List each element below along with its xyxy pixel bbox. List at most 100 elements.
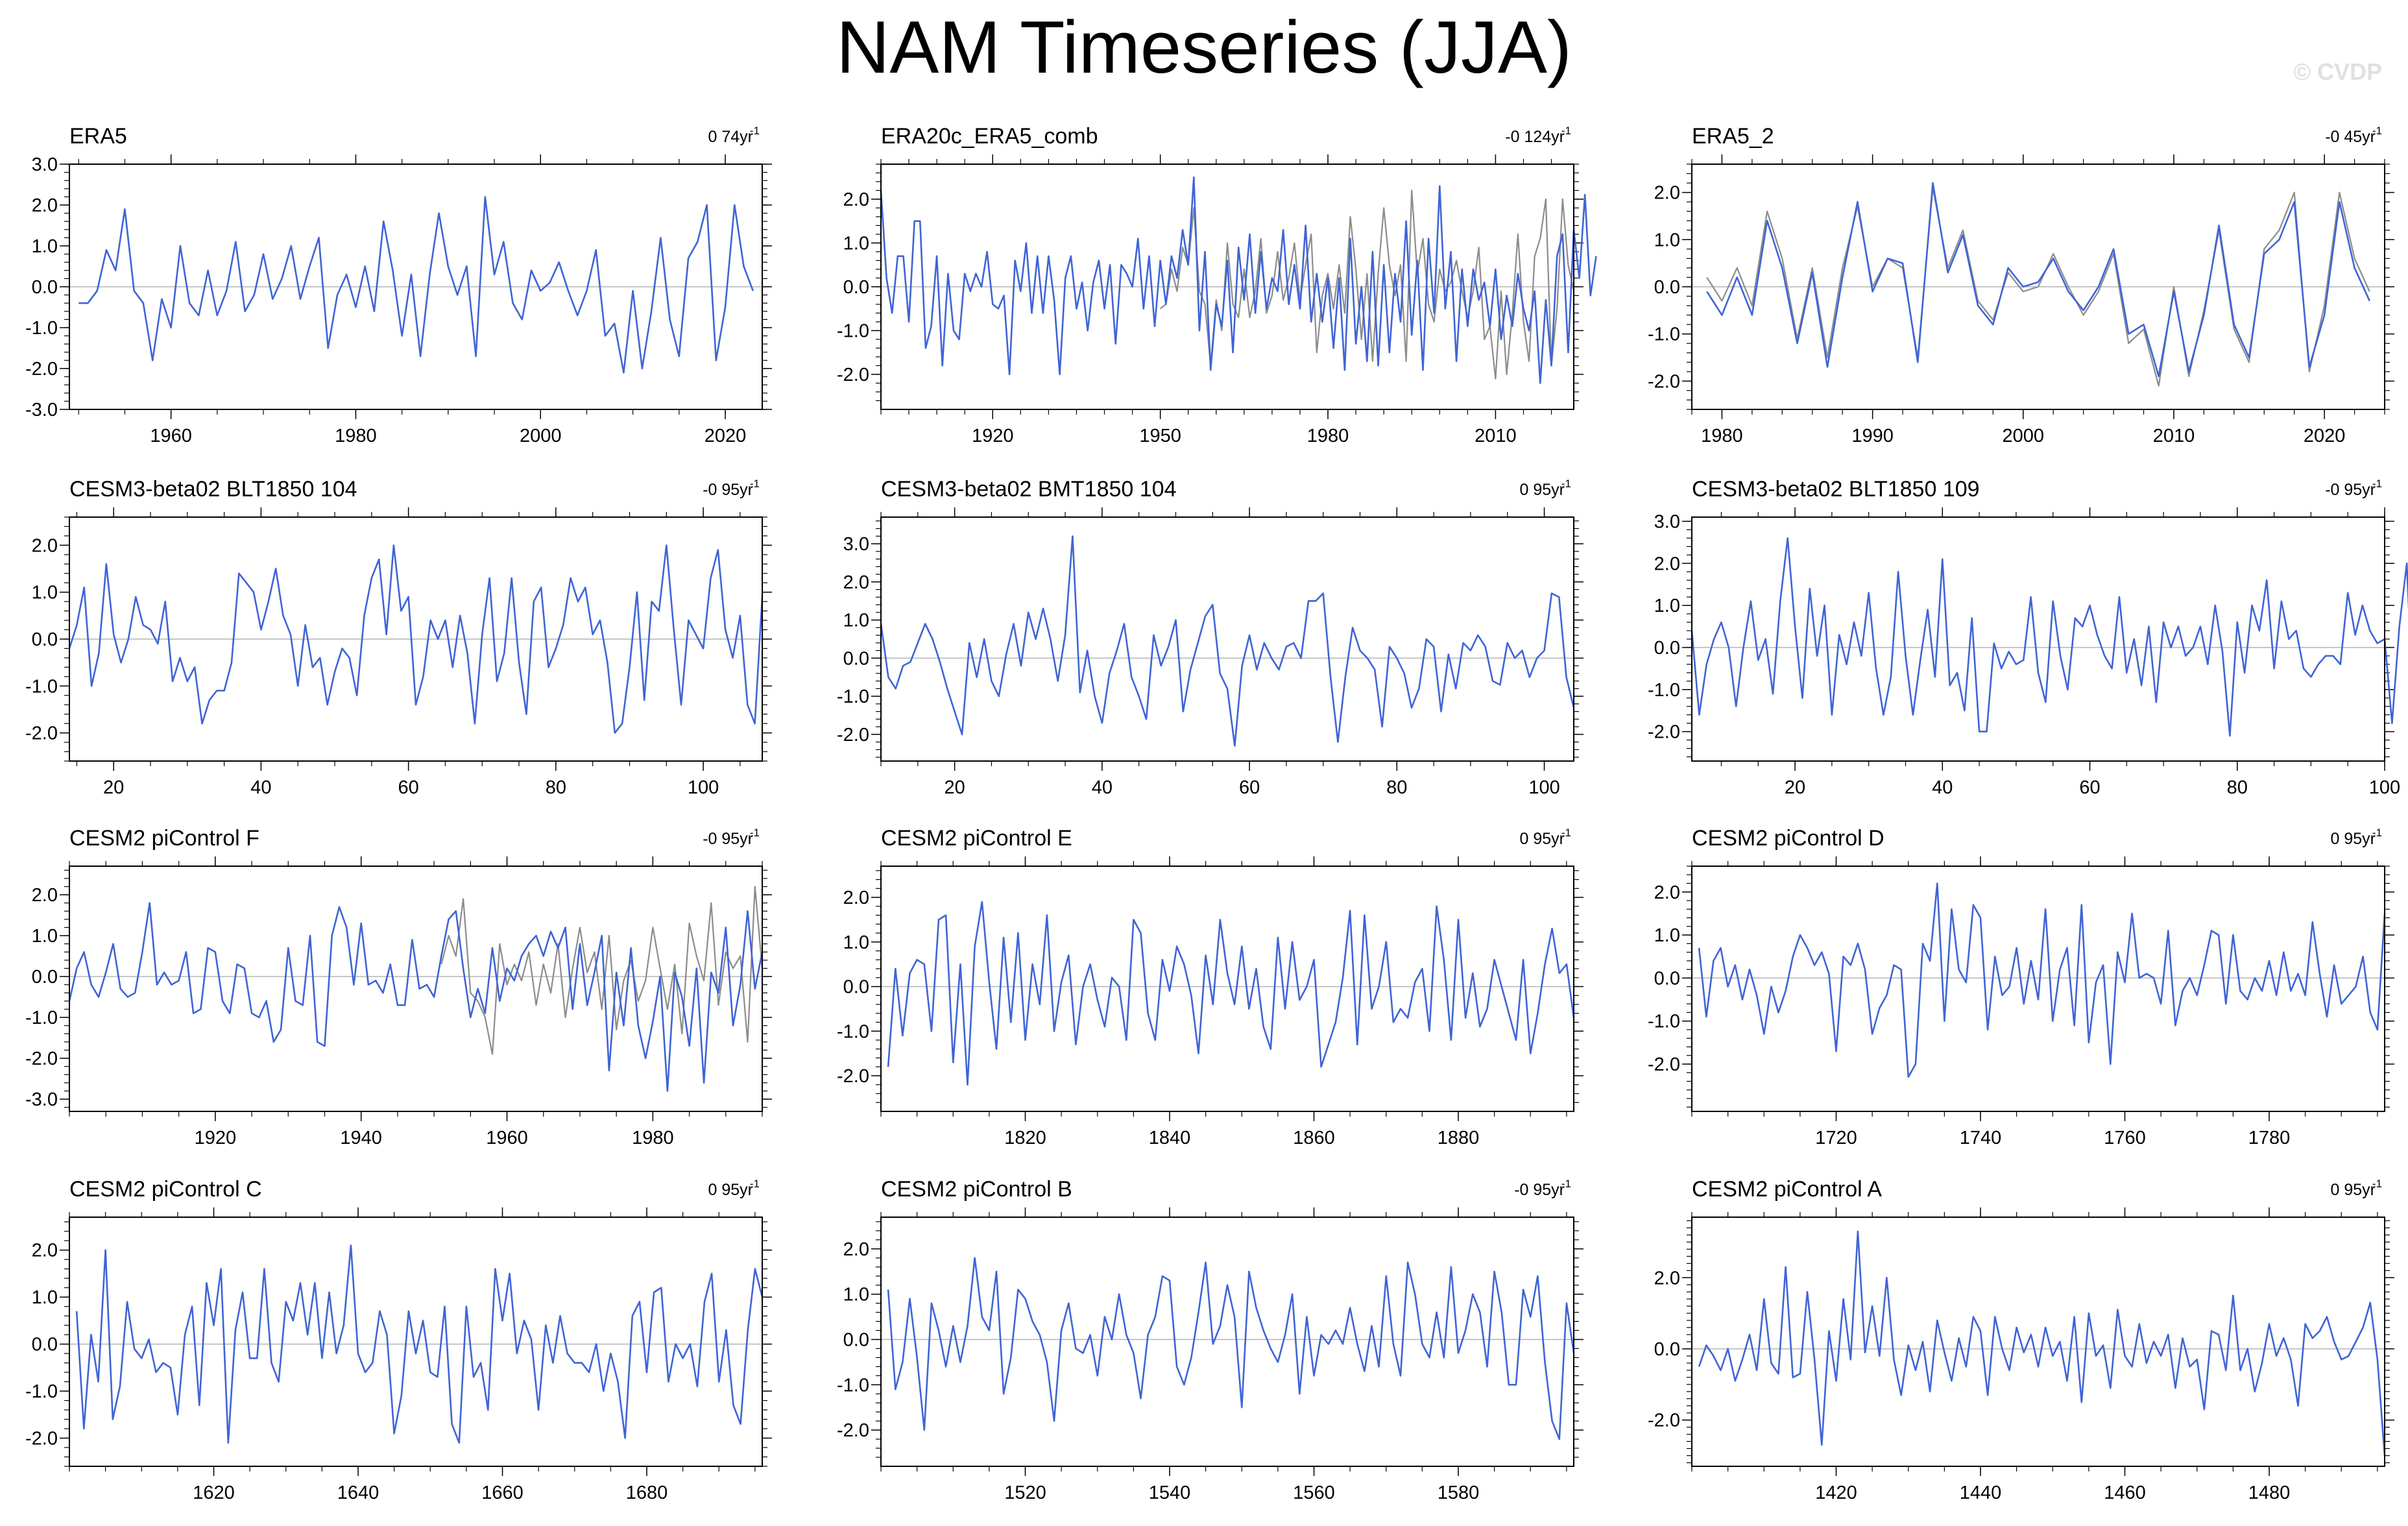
y-tick-label: 2.0 [1654, 1268, 1680, 1289]
y-tick-label: 1.0 [32, 1287, 58, 1308]
y-tick-label: 2.0 [32, 1241, 58, 1261]
y-tick-label: 2.0 [1654, 553, 1680, 574]
y-tick-label: -3.0 [25, 1089, 58, 1110]
trend-exponent: -1 [1561, 125, 1571, 137]
y-tick-label: 1.0 [843, 611, 869, 631]
x-tick-label: 1640 [337, 1483, 379, 1503]
x-tick-label: 100 [2369, 777, 2400, 798]
y-tick-label: 0.0 [32, 1335, 58, 1355]
chart-panel-11: CESM2 piControl B -0 95yr-1 -2.0 -1.0 0.0 1.0… [837, 1177, 1583, 1503]
x-tick-label: 1480 [2248, 1483, 2291, 1503]
y-tick-label: 2.0 [32, 535, 58, 556]
plot-frame [69, 516, 763, 762]
plot-frame [69, 164, 763, 410]
x-tick-label: 1580 [1438, 1483, 1480, 1503]
y-tick-label: -2.0 [25, 1429, 58, 1449]
x-tick-label: 2020 [2304, 426, 2346, 446]
panel-title: CESM2 piControl E [881, 826, 1072, 851]
panel-title: CESM3-beta02 BLT1850 109 [1692, 477, 1980, 502]
chart-panel-3: ERA5_2 -0 45yr-1 -2.0 -1.0 0.0 1.0 2.0 1980 1990… [1648, 124, 2394, 446]
x-tick-label: 1980 [335, 426, 377, 446]
panel-title: CESM3-beta02 BMT1850 104 [881, 477, 1176, 502]
trend-label: -0 95yr [1514, 1181, 1565, 1199]
series-line-primary [1706, 182, 2370, 378]
trend-exponent: -1 [2372, 125, 2382, 137]
series-line-primary [68, 902, 764, 1092]
x-tick-label: 1540 [1149, 1483, 1191, 1503]
y-tick-label: 1.0 [1654, 596, 1680, 616]
chart-panel-7: CESM2 piControl F -0 95yr-1 -3.0 -2.0 -1.0 0.… [25, 826, 772, 1148]
trend-label: -0 95yr [703, 830, 753, 848]
y-tick-label: 3.0 [32, 154, 58, 175]
y-tick-label: -2.0 [837, 725, 869, 745]
y-tick-label: -3.0 [25, 400, 58, 420]
chart-panel-4: CESM3-beta02 BLT1850 104 -0 95yr-1 -2.0 -1.… [25, 477, 772, 798]
y-tick-label: 0.0 [32, 629, 58, 650]
x-tick-label: 1940 [340, 1128, 382, 1148]
trend-label: -0 124yr [1505, 128, 1565, 146]
y-tick-label: 2.0 [32, 885, 58, 906]
y-tick-label: -1.0 [1648, 680, 1680, 701]
x-tick-label: 1820 [1004, 1128, 1046, 1148]
series-line-primary [887, 901, 1575, 1086]
y-tick-label: -1.0 [1648, 324, 1680, 345]
chart-panel-8: CESM2 piControl E 0 95yr-1 -2.0 -1.0 0.0 1.0 2… [837, 826, 1583, 1148]
y-tick-label: -2.0 [25, 359, 58, 380]
panel-title: CESM2 piControl D [1692, 826, 1884, 851]
trend-exponent: -1 [750, 478, 760, 490]
y-tick-label: -1.0 [837, 1375, 869, 1396]
x-tick-label: 60 [2079, 777, 2100, 798]
trend-label: -0 45yr [2325, 128, 2376, 146]
chart-panel-1: ERA5 0 74yr-1 -3.0 -2.0 -1.0 0.0 1.0 2.0 3.0 1960… [25, 124, 772, 446]
y-tick-label: 0.0 [1654, 1339, 1680, 1360]
chart-panel-9: CESM2 piControl D 0 95yr-1 -2.0 -1.0 0.0 1.0 2… [1648, 826, 2394, 1148]
trend-label: 0 95yr [2331, 830, 2376, 848]
trend-label: 0 95yr [2331, 1181, 2376, 1199]
y-tick-label: -2.0 [837, 365, 869, 385]
panel-title: CESM2 piControl A [1692, 1177, 1882, 1202]
series-line-primary [887, 1257, 1575, 1440]
series-line-primary [75, 1244, 764, 1444]
y-tick-label: 0.0 [32, 967, 58, 987]
x-tick-label: 40 [1932, 777, 1953, 798]
x-tick-label: 2020 [704, 426, 747, 446]
series-line-primary [1698, 882, 2386, 1078]
credit-watermark: © CVDP [2293, 58, 2382, 85]
trend-exponent: -1 [2372, 478, 2382, 490]
x-tick-label: 1960 [486, 1128, 528, 1148]
series-line-primary [880, 535, 1575, 747]
y-tick-label: 0.0 [32, 277, 58, 298]
x-tick-label: 2000 [2003, 426, 2045, 446]
y-tick-label: 0.0 [1654, 277, 1680, 298]
y-tick-label: -1.0 [25, 1008, 58, 1028]
plot-frame [1691, 866, 2385, 1112]
y-tick-label: -2.0 [1648, 371, 1680, 392]
x-tick-label: 1720 [1815, 1128, 1857, 1148]
figure-title: NAM Timeseries (JJA) [836, 6, 1572, 89]
trend-exponent: -1 [1561, 478, 1571, 490]
y-tick-label: -2.0 [25, 723, 58, 744]
x-tick-label: 80 [1386, 777, 1407, 798]
y-tick-label: 0.0 [1654, 968, 1680, 989]
chart-panel-10: CESM2 piControl C 0 95yr-1 -2.0 -1.0 0.0 1.0 2… [25, 1177, 772, 1503]
series-line-primary [1698, 1230, 2386, 1456]
x-tick-label: 1660 [481, 1483, 524, 1503]
y-tick-label: 2.0 [843, 572, 869, 593]
y-tick-label: 1.0 [843, 234, 869, 254]
trend-label: 0 95yr [1520, 830, 1565, 848]
trend-label: 0 95yr [1520, 481, 1565, 499]
x-tick-label: 1680 [626, 1483, 668, 1503]
panel-title: CESM3-beta02 BLT1850 104 [69, 477, 357, 502]
y-tick-label: 0.0 [843, 977, 869, 998]
x-tick-label: 40 [250, 777, 271, 798]
series-line-primary [78, 196, 754, 374]
y-tick-label: -1.0 [837, 321, 869, 342]
y-tick-label: -1.0 [837, 686, 869, 707]
x-tick-label: 1780 [2248, 1128, 2291, 1148]
x-tick-label: 2010 [1475, 426, 1517, 446]
x-tick-label: 1420 [1815, 1483, 1857, 1503]
x-tick-label: 1520 [1004, 1483, 1046, 1503]
y-tick-label: 0.0 [843, 1330, 869, 1351]
